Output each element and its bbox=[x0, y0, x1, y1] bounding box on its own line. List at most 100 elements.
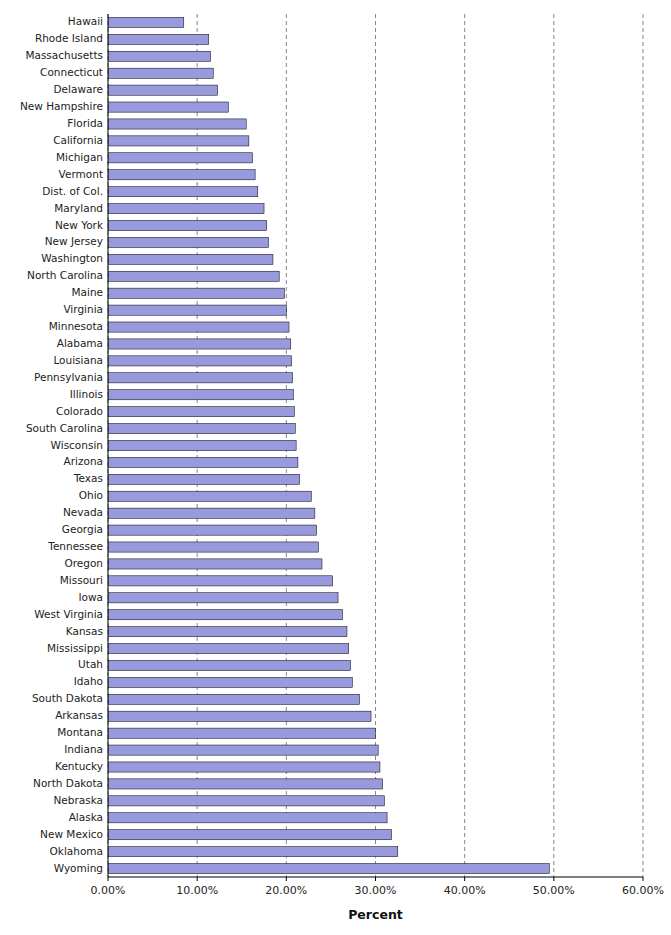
category-label: Oregon bbox=[64, 557, 103, 569]
category-label: Texas bbox=[73, 472, 103, 484]
bar bbox=[108, 237, 269, 247]
category-label: Montana bbox=[57, 726, 103, 738]
category-label: Rhode Island bbox=[35, 32, 103, 44]
category-label: New Mexico bbox=[40, 828, 103, 840]
category-label: Massachusetts bbox=[25, 49, 103, 61]
category-label: Minnesota bbox=[49, 320, 103, 332]
y-axis-line bbox=[108, 14, 109, 877]
bar bbox=[108, 170, 255, 180]
category-label: Nevada bbox=[63, 506, 103, 518]
tick-label: 40.00% bbox=[444, 884, 486, 897]
bar bbox=[108, 373, 293, 383]
bar bbox=[108, 796, 384, 806]
tick-mark bbox=[464, 877, 465, 881]
grid bbox=[108, 14, 643, 877]
tick-label: 10.00% bbox=[176, 884, 218, 897]
bar bbox=[108, 17, 184, 27]
category-label: Louisiana bbox=[53, 354, 103, 366]
category-label: Florida bbox=[67, 117, 103, 129]
tick-mark bbox=[286, 877, 287, 881]
bar bbox=[108, 102, 228, 112]
category-label: Colorado bbox=[56, 405, 103, 417]
category-label: Connecticut bbox=[40, 66, 103, 78]
category-label: Alabama bbox=[57, 337, 103, 349]
category-label: Missouri bbox=[60, 574, 103, 586]
category-label: Wyoming bbox=[54, 862, 103, 874]
grid-line bbox=[643, 14, 644, 877]
category-label: North Carolina bbox=[27, 269, 103, 281]
category-label: Kentucky bbox=[55, 760, 103, 772]
category-label: Hawaii bbox=[68, 15, 103, 27]
bar bbox=[108, 474, 300, 484]
bar bbox=[108, 153, 252, 163]
bar bbox=[108, 85, 218, 95]
bar bbox=[108, 136, 249, 146]
category-label: Maine bbox=[71, 286, 103, 298]
category-label: Vermont bbox=[59, 168, 103, 180]
category-label: Nebraska bbox=[53, 794, 103, 806]
bar bbox=[108, 407, 294, 417]
category-label: Pennsylvania bbox=[34, 371, 103, 383]
bar bbox=[108, 677, 352, 687]
bar bbox=[108, 627, 347, 637]
bar bbox=[108, 847, 398, 857]
grid-line bbox=[553, 14, 554, 877]
bar bbox=[108, 830, 392, 840]
bar bbox=[108, 187, 258, 197]
grid-line bbox=[108, 14, 109, 877]
category-label: Arizona bbox=[64, 455, 103, 467]
bar bbox=[108, 339, 291, 349]
bar bbox=[108, 643, 349, 653]
bar bbox=[108, 51, 211, 61]
category-label: Georgia bbox=[62, 523, 103, 535]
category-label: Tennessee bbox=[47, 540, 103, 552]
chart: Hawaii Rhode Island Massachusetts Connectic… bbox=[0, 0, 671, 935]
bar bbox=[108, 525, 317, 535]
bar bbox=[108, 728, 376, 738]
bar bbox=[108, 288, 285, 298]
category-label: New York bbox=[55, 219, 104, 231]
category-label: South Dakota bbox=[32, 692, 103, 704]
bar bbox=[108, 457, 298, 467]
grid-line bbox=[464, 14, 465, 877]
category-label: Kansas bbox=[66, 625, 103, 637]
bar bbox=[108, 254, 273, 264]
bar bbox=[108, 220, 267, 230]
bar bbox=[108, 390, 293, 400]
tick-mark bbox=[197, 877, 198, 881]
bar bbox=[108, 779, 383, 789]
tick-label: 20.00% bbox=[265, 884, 307, 897]
category-label: Wisconsin bbox=[51, 439, 103, 451]
bar bbox=[108, 356, 292, 366]
bar bbox=[108, 711, 371, 721]
bar bbox=[108, 694, 359, 704]
bar bbox=[108, 271, 279, 281]
tick-mark bbox=[375, 877, 376, 881]
category-label: Maryland bbox=[54, 202, 103, 214]
tick-mark bbox=[643, 877, 644, 881]
tick-mark bbox=[553, 877, 554, 881]
bar bbox=[108, 863, 549, 873]
category-label: Arkansas bbox=[55, 709, 103, 721]
tick-label: 0.00% bbox=[91, 884, 126, 897]
category-label: New Hampshire bbox=[20, 100, 103, 112]
bar bbox=[108, 322, 289, 332]
bar bbox=[108, 813, 387, 823]
bar bbox=[108, 34, 209, 44]
bar bbox=[108, 542, 318, 552]
bar bbox=[108, 745, 378, 755]
x-axis-title: Percent bbox=[348, 907, 403, 922]
category-label: Michigan bbox=[56, 151, 103, 163]
category-label: Washington bbox=[41, 252, 103, 264]
bar bbox=[108, 305, 286, 315]
tick-label: 60.00% bbox=[622, 884, 664, 897]
axes: 0.00%10.00%20.00%30.00%40.00%50.00%60.00… bbox=[91, 14, 664, 897]
bar bbox=[108, 610, 343, 620]
category-label: South Carolina bbox=[26, 422, 103, 434]
tick-label: 30.00% bbox=[355, 884, 397, 897]
bar bbox=[108, 424, 295, 434]
bars bbox=[108, 17, 549, 873]
category-label: Virginia bbox=[63, 303, 103, 315]
category-label: Delaware bbox=[54, 83, 103, 95]
category-label: Iowa bbox=[78, 591, 103, 603]
